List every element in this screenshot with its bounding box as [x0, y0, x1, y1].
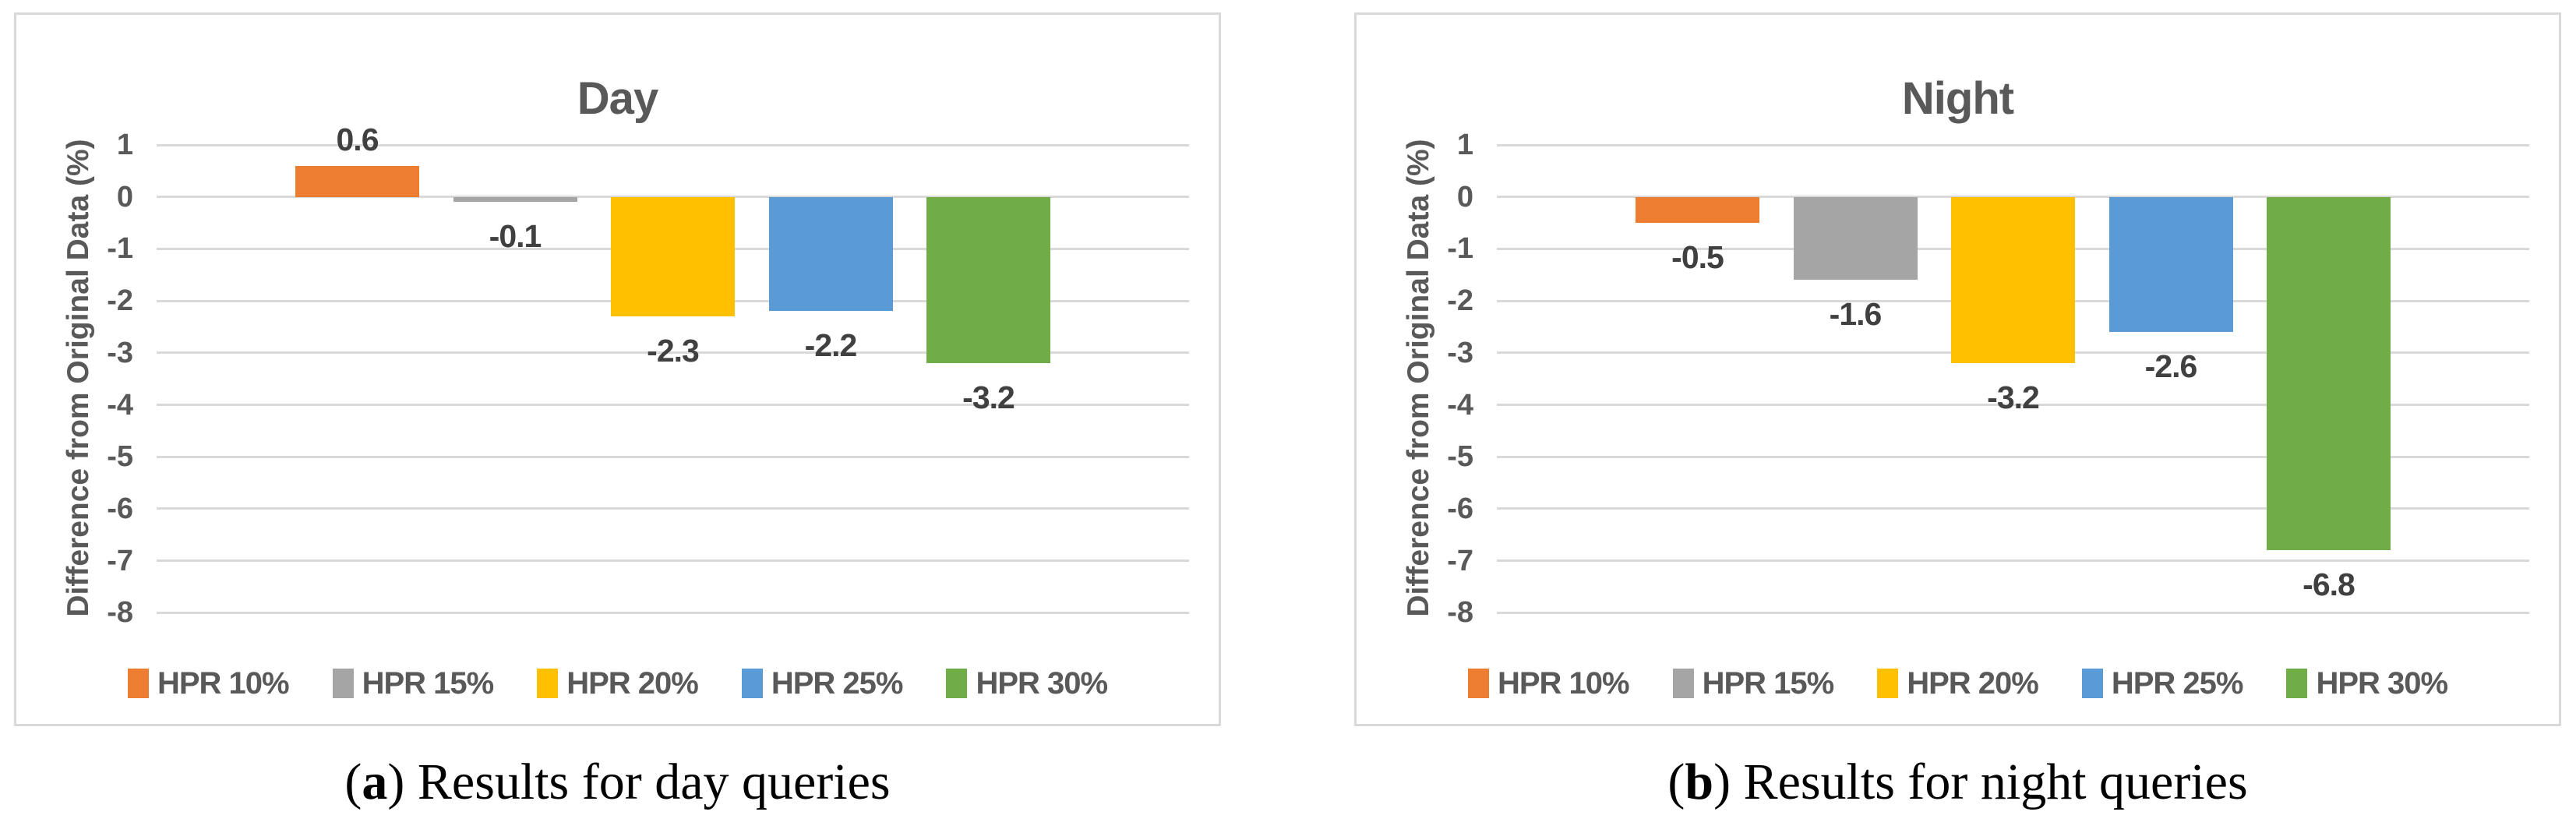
- night-chart: Night Difference from Original Data (%) 1 0…: [1357, 15, 2559, 724]
- chart-title: Day: [577, 73, 658, 124]
- y-tick-label: -4: [1447, 388, 1473, 422]
- y-tick-label: -5: [1447, 440, 1473, 474]
- bar-hpr-20-: [611, 196, 735, 317]
- chart-title: Night: [1901, 73, 2014, 124]
- legend-label: HPR 25%: [2111, 665, 2244, 701]
- y-tick-label: -5: [107, 440, 133, 474]
- gridline: [157, 611, 1189, 614]
- legend-item: HPR 10%: [1467, 665, 1630, 701]
- legend-label: HPR 30%: [976, 665, 1108, 701]
- legend-label: HPR 15%: [1702, 665, 1835, 701]
- legend-label: HPR 25%: [771, 665, 904, 701]
- legend-item: HPR 15%: [1672, 665, 1835, 701]
- legend-label: HPR 20%: [566, 665, 699, 701]
- legend-swatch: [127, 669, 149, 698]
- y-tick-label: 0: [1456, 180, 1473, 214]
- legend: HPR 10% HPR 15% HPR 20% HPR 25% HPR 30%: [1357, 665, 2559, 702]
- bar-value-label: -1.6: [1829, 296, 1883, 333]
- bar-value-label: -3.2: [962, 379, 1015, 416]
- legend-swatch: [1467, 669, 1489, 698]
- gridline: [157, 143, 1189, 146]
- gridline: [1497, 143, 2529, 146]
- y-tick-label: -4: [107, 388, 133, 422]
- bar-value-label: -2.2: [804, 327, 858, 364]
- legend-label: HPR 10%: [1497, 665, 1630, 701]
- bar-hpr-25-: [768, 196, 893, 312]
- y-tick-label: -8: [1447, 596, 1473, 630]
- caption-night-text: Results for night queries: [1743, 754, 2248, 810]
- bar-value-label: -2.6: [2144, 348, 2198, 385]
- day-chart: Day Difference from Original Data (%) 1 0 -1…: [16, 15, 1219, 724]
- y-tick-label: 0: [116, 180, 133, 214]
- caption-night: (b) Results for night queries: [1354, 745, 2561, 820]
- legend-swatch: [537, 669, 559, 698]
- gridline: [1497, 507, 2529, 510]
- legend-label: HPR 20%: [1907, 665, 2039, 701]
- legend-swatch: [741, 669, 763, 698]
- legend-item: HPR 10%: [127, 665, 290, 701]
- bar-value-label: 0.6: [336, 121, 379, 157]
- gridline: [1497, 611, 2529, 614]
- caption-day: (a) Results for day queries: [14, 745, 1221, 820]
- legend-swatch: [2286, 669, 2308, 698]
- y-tick-label: -1: [1447, 232, 1473, 266]
- legend-swatch: [2081, 669, 2103, 698]
- bar-value-label: -0.5: [1671, 239, 1724, 276]
- y-tick-label: -2: [107, 284, 133, 318]
- gridline: [157, 507, 1189, 510]
- gridline: [1497, 455, 2529, 458]
- caption-day-text: Results for day queries: [417, 754, 891, 810]
- legend-swatch: [1877, 669, 1899, 698]
- legend-swatch: [946, 669, 968, 698]
- y-tick-label: -6: [1447, 492, 1473, 525]
- legend-swatch: [332, 669, 354, 698]
- bar-value-label: -6.8: [2303, 566, 2355, 603]
- legend-item: HPR 20%: [1877, 665, 2039, 701]
- bar-hpr-10-: [1636, 196, 1759, 224]
- bar-hpr-30-: [926, 196, 1050, 364]
- legend-label: HPR 10%: [157, 665, 290, 701]
- gridline: [1497, 404, 2529, 406]
- bar-value-label: -0.1: [489, 218, 542, 255]
- legend-item: HPR 30%: [946, 665, 1108, 701]
- bar-value-label: -2.3: [647, 333, 700, 369]
- caption-night-index: (b): [1667, 754, 1731, 810]
- y-tick-label: -6: [107, 492, 133, 525]
- legend-label: HPR 30%: [2316, 665, 2448, 701]
- legend-item: HPR 25%: [741, 665, 904, 701]
- gridline: [157, 559, 1189, 563]
- y-tick-label: -3: [107, 336, 133, 369]
- y-tick-label: -7: [1447, 544, 1473, 577]
- bar-hpr-30-: [2267, 196, 2391, 551]
- legend-item: HPR 15%: [332, 665, 495, 701]
- day-chart-panel: Day Difference from Original Data (%) 1 0 -1…: [14, 12, 1221, 726]
- y-tick-label: 1: [1456, 129, 1473, 161]
- legend-item: HPR 25%: [2081, 665, 2244, 701]
- gridline: [157, 404, 1189, 406]
- legend-swatch: [1672, 669, 1694, 698]
- caption-day-index: (a): [344, 754, 405, 810]
- night-chart-panel: Night Difference from Original Data (%) 1 0…: [1354, 12, 2561, 726]
- bar-hpr-15-: [1793, 196, 1918, 281]
- y-tick-label: -3: [1447, 336, 1473, 369]
- gridline: [157, 351, 1189, 355]
- y-tick-label: -2: [1447, 284, 1473, 318]
- gridline: [1497, 559, 2529, 563]
- gridline: [157, 455, 1189, 458]
- bar-hpr-15-: [453, 196, 577, 203]
- y-tick-label: 1: [116, 129, 133, 161]
- legend-item: HPR 20%: [537, 665, 699, 701]
- y-tick-label: -1: [107, 232, 133, 266]
- bar-hpr-20-: [1951, 196, 2075, 364]
- bar-hpr-25-: [2108, 196, 2233, 333]
- bar-hpr-10-: [295, 165, 419, 197]
- legend-item: HPR 30%: [2286, 665, 2448, 701]
- legend-label: HPR 15%: [362, 665, 495, 701]
- y-tick-label: -8: [107, 596, 133, 630]
- bar-value-label: -3.2: [1987, 379, 2040, 416]
- legend: HPR 10% HPR 15% HPR 20% HPR 25% HPR 30%: [16, 665, 1219, 702]
- y-tick-label: -7: [107, 544, 133, 577]
